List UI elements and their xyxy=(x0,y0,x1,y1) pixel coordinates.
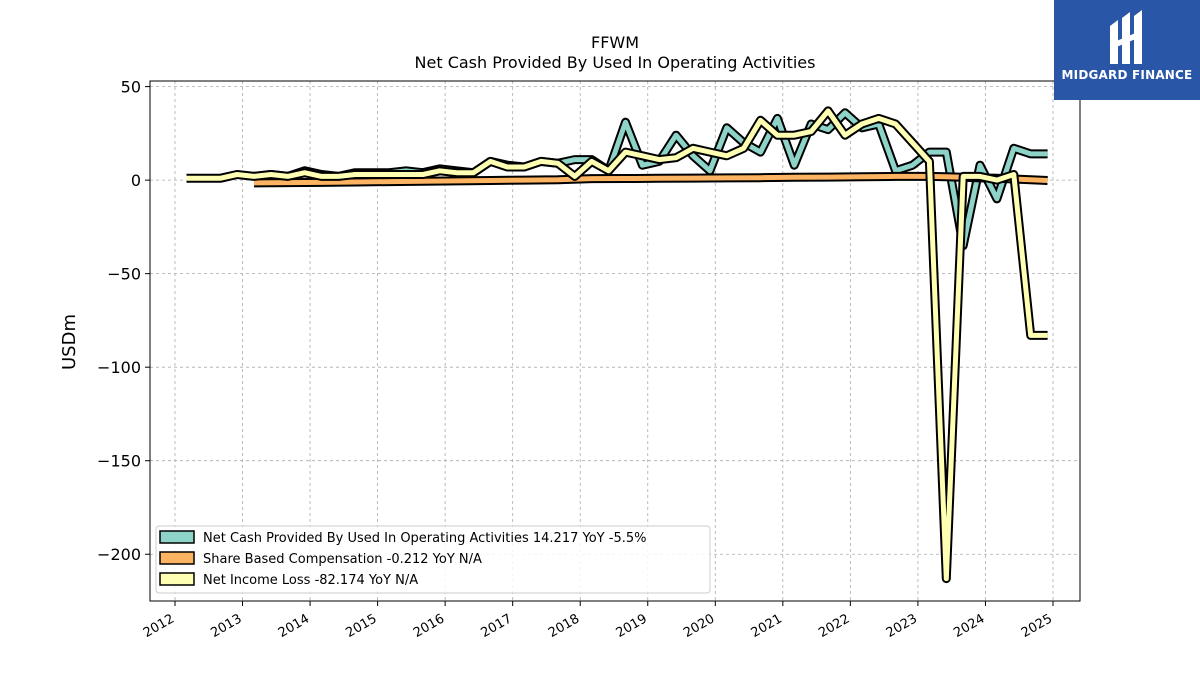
y-axis-label: USDm xyxy=(59,314,80,370)
x-tick-label: 2013 xyxy=(208,611,244,641)
x-tick-label: 2019 xyxy=(614,611,650,641)
y-tick-label: −100 xyxy=(97,358,141,377)
x-tick-label: 2020 xyxy=(681,611,717,641)
x-tick-label: 2018 xyxy=(546,611,582,641)
x-tick-label: 2012 xyxy=(141,611,177,641)
legend-swatch-net-income xyxy=(159,572,195,586)
x-axis: 2012 2013 2014 2015 2016 2017 2018 2019 2020 2021… xyxy=(141,601,1055,641)
plot-frame xyxy=(149,80,1081,602)
chart-title: FFWM xyxy=(591,33,639,52)
legend-label-net-income: Net Income Loss -82.174 YoY N/A xyxy=(203,573,418,588)
legend-label-net-cash: Net Cash Provided By Used In Operating A… xyxy=(203,531,646,546)
legend-swatch-share-comp xyxy=(159,551,195,565)
midgard-finance-logo: MIDGARD FINANCE xyxy=(1054,0,1200,100)
y-tick-label: −150 xyxy=(97,452,141,471)
legend-box xyxy=(155,525,711,594)
y-axis: 50 0 −50 −100 −150 −200 xyxy=(97,78,150,564)
logo-text: MIDGARD FINANCE xyxy=(1061,68,1193,82)
y-tick-label: −50 xyxy=(107,265,141,284)
x-tick-label: 2021 xyxy=(749,611,785,641)
x-tick-label: 2024 xyxy=(951,611,987,641)
x-tick-label: 2014 xyxy=(276,611,312,641)
x-tick-label: 2023 xyxy=(884,611,920,641)
legend-label-share-comp: Share Based Compensation -0.212 YoY N/A xyxy=(203,552,482,567)
legend: Net Cash Provided By Used In Operating A… xyxy=(155,525,711,594)
chart-subtitle: Net Cash Provided By Used In Operating A… xyxy=(415,53,816,72)
x-tick-label: 2017 xyxy=(479,611,515,641)
series-lines xyxy=(186,106,1048,584)
y-tick-label: 0 xyxy=(131,171,141,190)
logo-mark-icon xyxy=(1110,10,1142,64)
series-net-income-line xyxy=(186,108,1048,582)
legend-swatch-net-cash xyxy=(159,530,195,544)
x-tick-label: 2015 xyxy=(343,611,379,641)
x-tick-label: 2016 xyxy=(411,611,447,641)
y-tick-label: 50 xyxy=(121,78,141,97)
y-tick-label: −200 xyxy=(97,545,141,564)
x-tick-label: 2025 xyxy=(1019,611,1055,641)
x-tick-label: 2022 xyxy=(816,611,852,641)
